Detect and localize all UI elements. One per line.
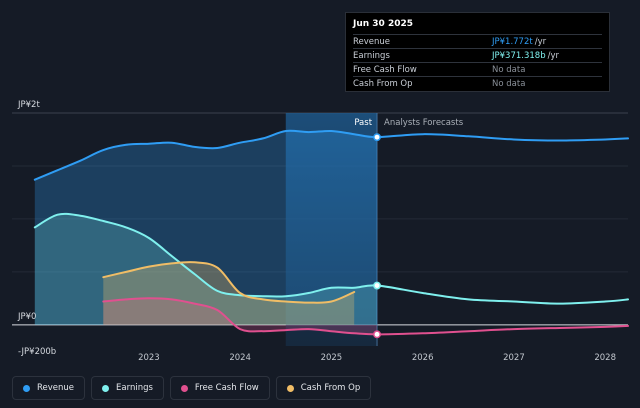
line-cash-from-op [102, 261, 356, 304]
legend-label: Earnings [116, 383, 153, 393]
area-revenue [34, 130, 378, 325]
area-earnings [34, 213, 378, 325]
past-band [285, 113, 378, 346]
tooltip-value: No data [492, 64, 526, 75]
legend-dot-icon [23, 384, 30, 392]
tooltip-label: Cash From Op [353, 78, 413, 89]
series-areas [34, 130, 378, 335]
tooltip-label: Earnings [353, 50, 390, 61]
tooltip-row-fcf: Free Cash Flow No data [353, 62, 602, 76]
tooltip-label: Free Cash Flow [353, 64, 417, 75]
tooltip-unit: /yr [547, 50, 559, 61]
series-lines [33, 129, 629, 336]
x-tick-label: 2028 [594, 353, 616, 363]
legend-item-free-cash-flow[interactable]: Free Cash Flow [169, 376, 270, 400]
line-free-cash-flow [102, 297, 629, 336]
legend-item-earnings[interactable]: Earnings [91, 376, 164, 400]
marker-revenue [373, 133, 381, 142]
legend-label: Free Cash Flow [194, 383, 259, 393]
tooltip-value: No data [492, 78, 526, 89]
y-tick-label: JP¥2t [17, 100, 40, 110]
y-tick-label: JP¥0 [17, 312, 36, 322]
marker-free-cash-flow [373, 330, 381, 339]
tooltip: Jun 30 2025 Revenue JP¥1.772t /yr Earnin… [345, 12, 610, 92]
tooltip-date: Jun 30 2025 [353, 19, 414, 29]
y-tick-label: -JP¥200b [18, 347, 56, 357]
tooltip-row-cfo: Cash From Op No data [353, 76, 602, 90]
tooltip-row-revenue: Revenue JP¥1.772t /yr [353, 34, 602, 48]
legend-dot-icon [286, 384, 294, 392]
past-label: Past [354, 118, 372, 128]
x-tick-label: 2025 [321, 353, 343, 363]
legend-dot-icon [102, 384, 110, 392]
legend-label: Revenue [37, 383, 75, 393]
line-revenue [33, 129, 629, 181]
legend-dot-icon [180, 384, 188, 392]
tooltip-value: JP¥371.318b [492, 50, 546, 61]
axis-labels: JP¥2t JP¥0 -JP¥200b 2023 2024 2025 2026 2027 202… [17, 100, 616, 363]
past-highlight [285, 113, 378, 346]
tooltip-label: Revenue [353, 36, 391, 47]
area-free-cash-flow [103, 298, 378, 335]
x-tick-label: 2026 [412, 353, 434, 363]
line-earnings [33, 212, 629, 305]
legend-item-cash-from-op[interactable]: Cash From Op [275, 376, 372, 400]
forecast-label: Analysts Forecasts [384, 118, 464, 128]
x-tick-label: 2027 [503, 353, 525, 363]
tooltip-value: JP¥1.772t [492, 36, 533, 47]
x-tick-label: 2024 [229, 353, 251, 363]
legend-label: Cash From Op [300, 383, 361, 393]
x-tick-label: 2023 [138, 353, 160, 363]
legend: Revenue Earnings Free Cash Flow Cash Fro… [12, 376, 372, 400]
marker-earnings [373, 281, 381, 290]
legend-item-revenue[interactable]: Revenue [12, 376, 86, 400]
tooltip-unit: /yr [534, 36, 547, 47]
tooltip-row-earnings: Earnings JP¥371.318b /yr [353, 48, 602, 62]
series-markers [373, 133, 381, 339]
